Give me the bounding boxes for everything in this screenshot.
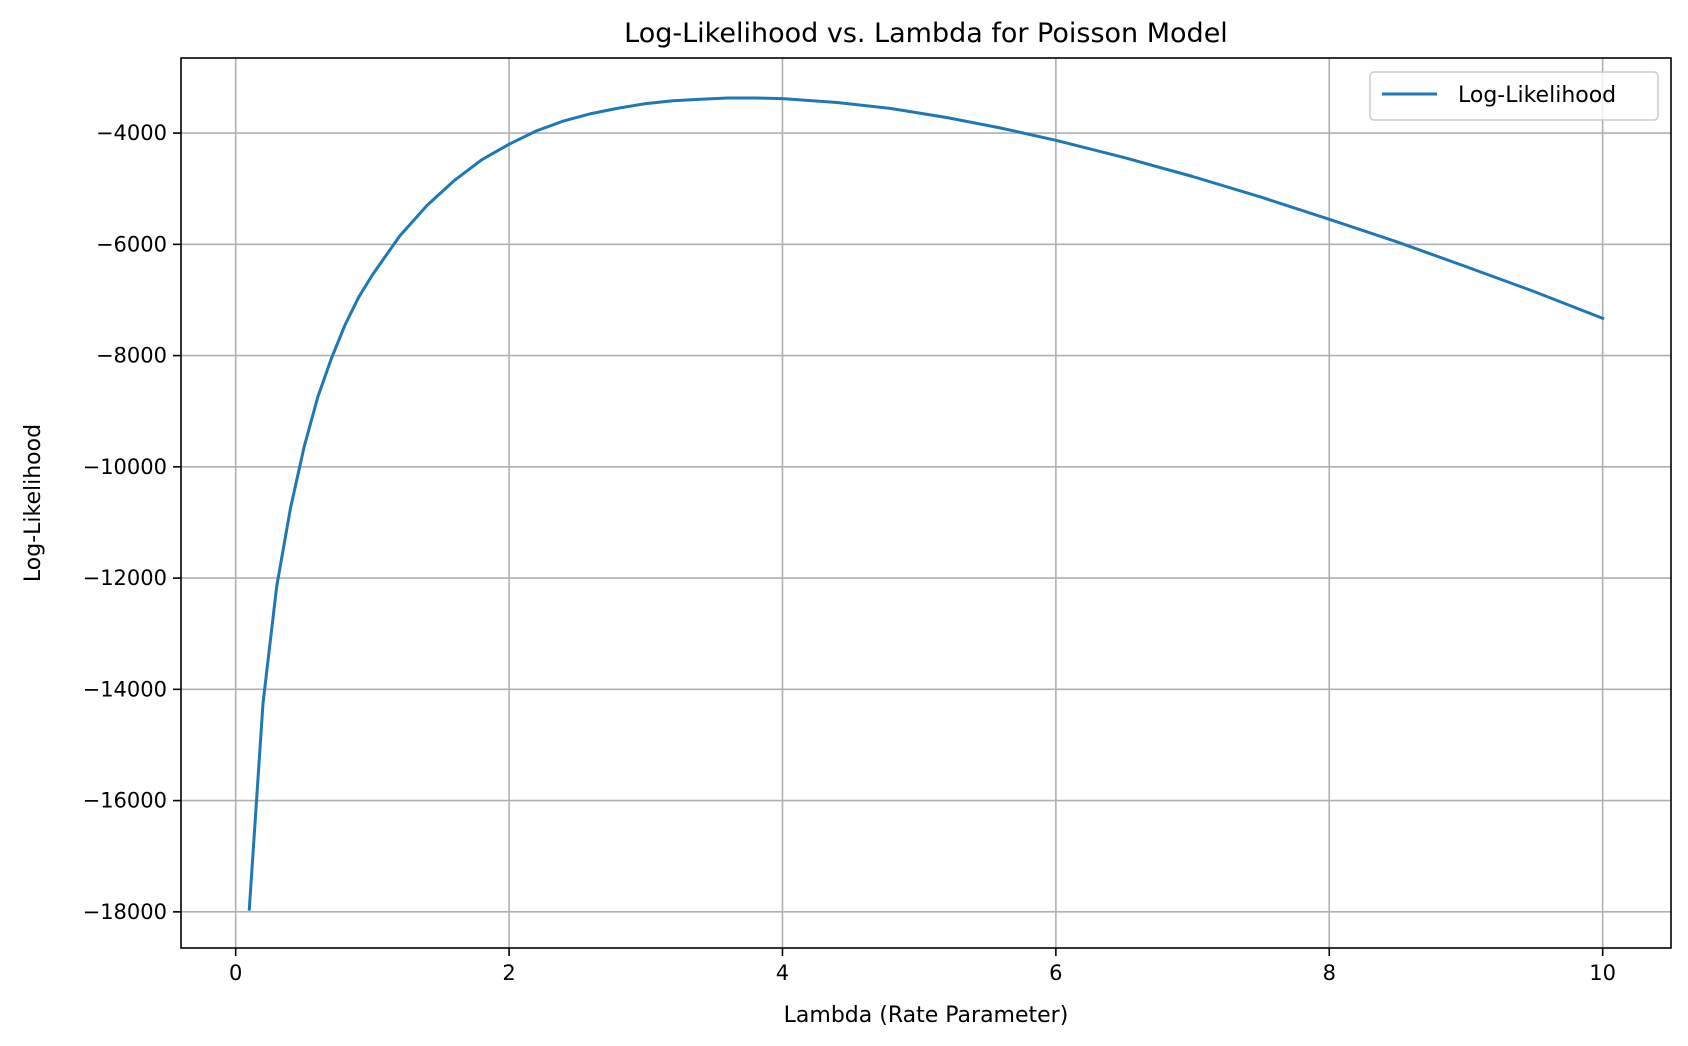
chart-title: Log-Likelihood vs. Lambda for Poisson Mo… [624, 18, 1228, 49]
plot-area [181, 58, 1671, 948]
series-line-log-likelihood [247, 96, 1605, 911]
x-tick-label: 6 [1049, 961, 1062, 985]
series-layer [247, 96, 1605, 911]
x-tick-label: 2 [502, 961, 515, 985]
legend-label: Log-Likelihood [1458, 83, 1616, 108]
legend-box [1369, 71, 1659, 121]
x-tick-label: 10 [1589, 961, 1616, 985]
y-tick-label: −4000 [96, 121, 167, 145]
plot-frame [180, 57, 1672, 949]
y-tick-label: −16000 [83, 789, 167, 813]
y-tick-label: −10000 [83, 455, 167, 479]
y-tick-label: −18000 [83, 900, 167, 924]
x-tick-label: 4 [776, 961, 789, 985]
y-tick-label: −12000 [83, 566, 167, 590]
y-axis-title: Log-Likelihood [21, 424, 46, 582]
grid [181, 58, 1671, 948]
y-tick-label: −6000 [96, 232, 167, 256]
legend: Log-Likelihood [1369, 71, 1659, 121]
x-tick-label: 0 [229, 961, 242, 985]
x-tick-label: 8 [1323, 961, 1336, 985]
y-tick-label: −14000 [83, 677, 167, 701]
y-tick-label: −8000 [96, 344, 167, 368]
ticks: 0 2 4 6 8 10 −4000 −6000 −8000 −10000 −12000 −14000… [83, 121, 1616, 985]
x-axis-title: Lambda (Rate Parameter) [784, 1003, 1069, 1028]
